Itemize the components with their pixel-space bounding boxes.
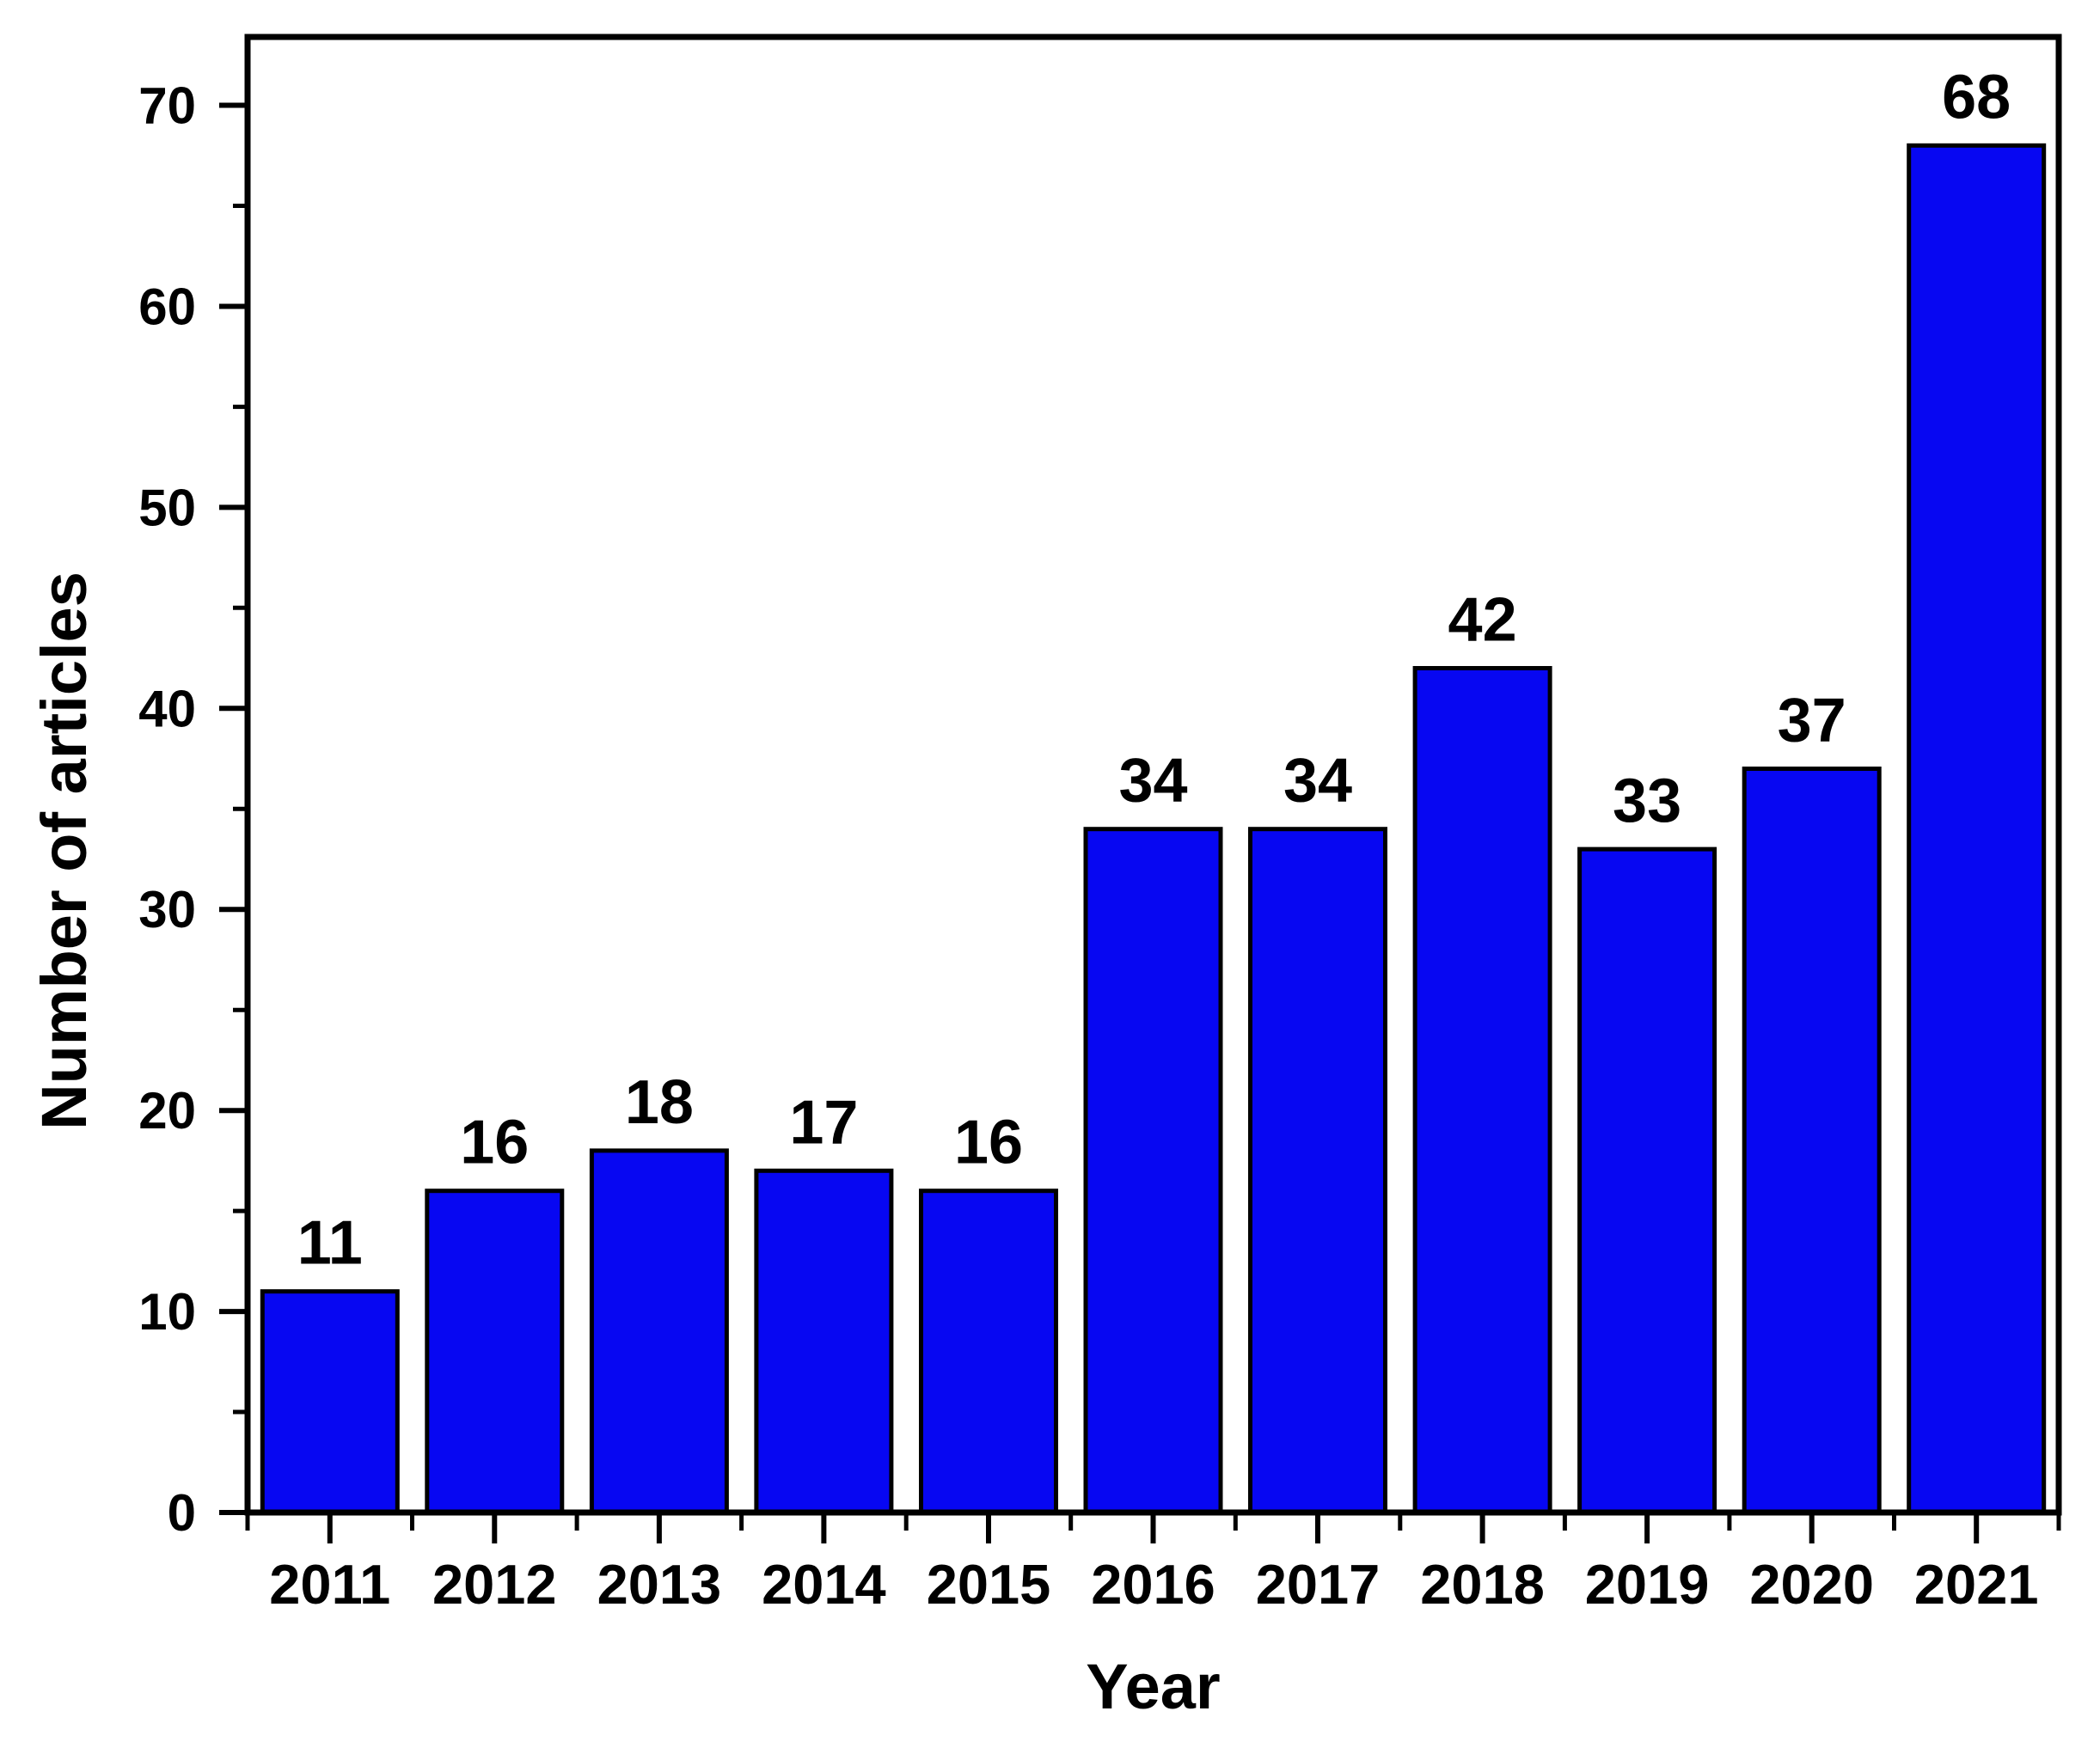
x-tick-label-2012: 2012 — [432, 1553, 557, 1616]
x-tick-label-2011: 2011 — [269, 1553, 390, 1616]
bar-value-label-2014: 17 — [789, 1088, 858, 1157]
bar-2019 — [1577, 846, 1717, 1515]
y-tick-label-50: 50 — [138, 479, 196, 536]
y-axis-title: Number of articles — [28, 571, 100, 1130]
y-tick-label-30: 30 — [138, 881, 196, 938]
bar-2011 — [260, 1289, 400, 1515]
bar-value-label-2012: 16 — [460, 1109, 529, 1177]
y-tick-label-0: 0 — [168, 1484, 196, 1542]
bar-value-label-2015: 16 — [954, 1109, 1023, 1177]
y-tick-label-60: 60 — [138, 278, 196, 336]
bar-2015 — [919, 1189, 1058, 1515]
bar-2014 — [754, 1168, 894, 1515]
bar-value-label-2016: 34 — [1118, 747, 1187, 816]
bar-value-label-2013: 18 — [625, 1068, 694, 1137]
y-tick-label-10: 10 — [138, 1283, 196, 1341]
x-tick-label-2015: 2015 — [927, 1553, 1051, 1616]
bar-2020 — [1742, 767, 1882, 1515]
bar-2021 — [1907, 143, 2047, 1515]
x-tick-label-2021: 2021 — [1914, 1553, 2039, 1616]
x-tick-label-2019: 2019 — [1585, 1553, 1710, 1616]
x-tick-label-2017: 2017 — [1256, 1553, 1381, 1616]
y-tick-label-70: 70 — [138, 77, 196, 135]
x-tick-label-2020: 2020 — [1749, 1553, 1874, 1616]
bar-2018 — [1412, 666, 1552, 1515]
x-tick-label-2013: 2013 — [597, 1553, 722, 1616]
x-tick-label-2014: 2014 — [762, 1553, 886, 1616]
bar-2013 — [589, 1148, 729, 1515]
bar-value-label-2018: 42 — [1448, 586, 1517, 655]
bar-2012 — [425, 1189, 565, 1515]
x-tick-label-2018: 2018 — [1420, 1553, 1545, 1616]
bar-value-label-2019: 33 — [1613, 767, 1681, 835]
bar-2016 — [1083, 827, 1223, 1515]
x-axis-title: Year — [1086, 1651, 1220, 1722]
bar-value-label-2021: 68 — [1942, 63, 2011, 131]
y-tick-label-20: 20 — [138, 1082, 196, 1140]
bar-value-label-2011: 11 — [297, 1209, 363, 1278]
y-tick-label-40: 40 — [138, 680, 196, 737]
bar-value-label-2020: 37 — [1778, 687, 1846, 755]
bar-value-label-2017: 34 — [1283, 747, 1352, 816]
bar-2017 — [1248, 827, 1387, 1515]
x-tick-label-2016: 2016 — [1091, 1553, 1215, 1616]
